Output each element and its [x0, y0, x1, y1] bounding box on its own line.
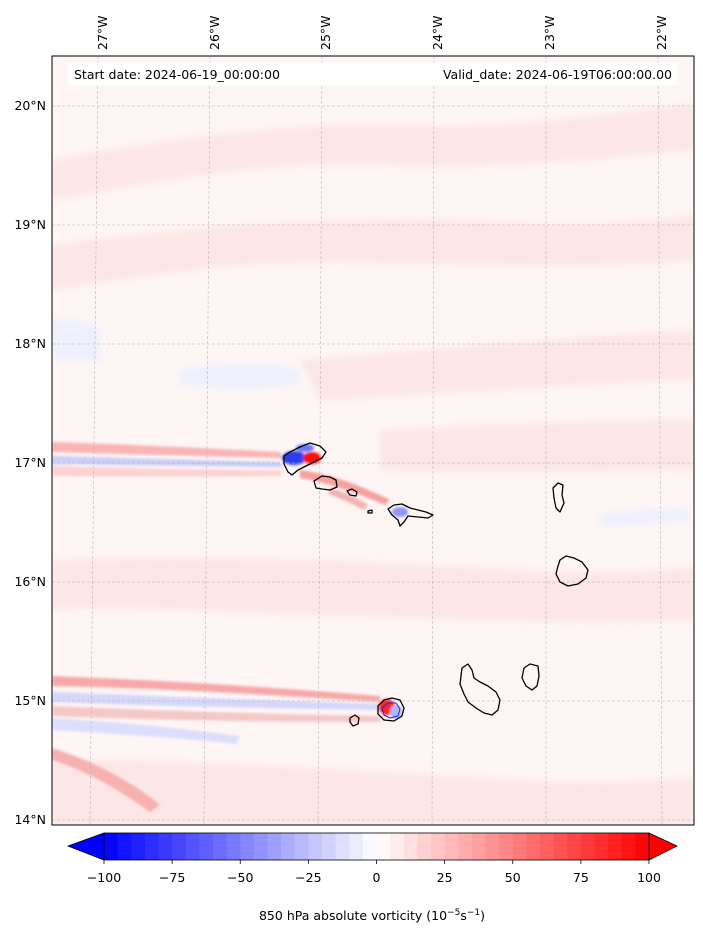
vorticity-field — [52, 56, 694, 825]
lon-label: 22°W — [654, 15, 669, 50]
colorbar-tick-label: 75 — [573, 870, 589, 885]
colorbar-cell — [512, 833, 527, 860]
boa-vista-island — [555, 555, 589, 587]
colorbar-cell — [458, 833, 473, 860]
colorbar-cell — [553, 833, 568, 860]
colorbar-cell — [158, 833, 173, 860]
sao-vicente-island — [313, 475, 338, 491]
colorbar-label: 850 hPa absolute vorticity (10−5s−1) — [259, 908, 485, 923]
colorbar-cell — [390, 833, 405, 860]
lat-label: 15°N — [14, 693, 46, 708]
colorbar-cell — [376, 833, 391, 860]
colorbar-cell — [431, 833, 446, 860]
colorbar-cell — [403, 833, 418, 860]
southern-streak — [52, 676, 380, 812]
colorbar-cell — [567, 833, 582, 860]
colorbar-cell — [117, 833, 132, 860]
colorbar-cell — [621, 833, 636, 860]
colorbar-cell — [172, 833, 187, 860]
colorbar-cell — [131, 833, 146, 860]
brava-island — [349, 714, 360, 727]
colorbar-cell — [499, 833, 514, 860]
gridlines — [52, 56, 694, 825]
colorbar-cell — [444, 833, 459, 860]
colorbar-min-extend-arrow — [66, 832, 105, 861]
island-dipoles — [282, 444, 408, 719]
colorbar-cell — [526, 833, 541, 860]
lat-label: 20°N — [14, 98, 46, 113]
start-date-label: Start date: 2024-06-19_00:00:00 — [74, 67, 280, 82]
colorbar-cell — [213, 833, 228, 860]
lat-label: 17°N — [14, 455, 46, 470]
colorbar-tick-label: 0 — [373, 870, 381, 885]
field-pink-bands — [52, 105, 694, 825]
colorbar-cell — [104, 833, 119, 860]
lat-label: 14°N — [14, 812, 46, 827]
latitude-labels: 20°N 19°N 18°N 17°N 16°N 15°N 14°N — [14, 98, 46, 827]
colorbar-tick-label: 25 — [437, 870, 453, 885]
fogo-caldera — [381, 702, 401, 719]
sal-island — [552, 482, 565, 513]
colorbar-cell — [240, 833, 255, 860]
colorbar-tick-label: −100 — [87, 870, 121, 885]
lat-label: 16°N — [14, 574, 46, 589]
raso-island — [367, 509, 373, 514]
colorbar-cell — [335, 833, 350, 860]
colorbar-tick-label: 50 — [505, 870, 521, 885]
colorbar-tick-label: −75 — [159, 870, 185, 885]
colorbar-cell — [485, 833, 500, 860]
colorbar-cells — [104, 833, 650, 860]
lat-label: 19°N — [14, 217, 46, 232]
colorbar-cell — [253, 833, 269, 860]
lat-label: 18°N — [14, 336, 46, 351]
colorbar-tick-label: 100 — [637, 870, 661, 885]
colorbar-cell — [267, 833, 282, 860]
fogo-island — [377, 697, 405, 722]
field-faint-blue — [52, 319, 690, 526]
sao-nicolau-island — [387, 503, 434, 527]
colorbar-cell — [417, 833, 432, 860]
colorbar-cell — [540, 833, 555, 860]
lon-label: 26°W — [207, 15, 222, 50]
colorbar-cell — [349, 833, 364, 860]
colorbar-cell — [185, 833, 200, 860]
longitude-labels: 27°W 26°W 25°W 24°W 23°W 22°W — [95, 15, 669, 50]
colorbar-cell — [594, 833, 609, 860]
colorbar-tick-label: −50 — [227, 870, 253, 885]
colorbar-ticks: −100 −75 −50 −25 0 25 50 75 100 — [87, 860, 661, 885]
lon-label: 24°W — [430, 15, 445, 50]
header-background — [68, 63, 678, 85]
colorbar-max-extend-arrow — [648, 832, 678, 861]
colorbar-cell — [608, 833, 623, 860]
colorbar-cell — [308, 833, 323, 860]
colorbar-cell — [281, 833, 296, 860]
colorbar: −100 −75 −50 −25 0 25 50 75 100 850 hPa absolute… — [66, 832, 678, 923]
colorbar-cell — [199, 833, 214, 860]
colorbar-cell — [322, 833, 337, 860]
colorbar-cell — [226, 833, 241, 860]
santiago-island — [459, 663, 501, 716]
lon-label: 27°W — [95, 15, 110, 50]
maio-island — [521, 663, 540, 691]
lon-label: 25°W — [318, 15, 333, 50]
colorbar-cell — [144, 833, 160, 860]
colorbar-tick-label: −25 — [295, 870, 321, 885]
northern-streak — [52, 442, 390, 510]
colorbar-cell — [471, 833, 487, 860]
colorbar-cell — [362, 833, 378, 860]
valid-date-label: Valid_date: 2024-06-19T06:00:00.00 — [443, 67, 672, 82]
santa-luzia-island — [346, 488, 358, 497]
map-frame — [51, 55, 695, 826]
santo-antao-island — [283, 442, 327, 476]
lon-label: 23°W — [542, 15, 557, 50]
colorbar-cell — [580, 833, 596, 860]
colorbar-cell — [294, 833, 309, 860]
colorbar-cell — [635, 833, 650, 860]
coastlines — [283, 442, 589, 727]
